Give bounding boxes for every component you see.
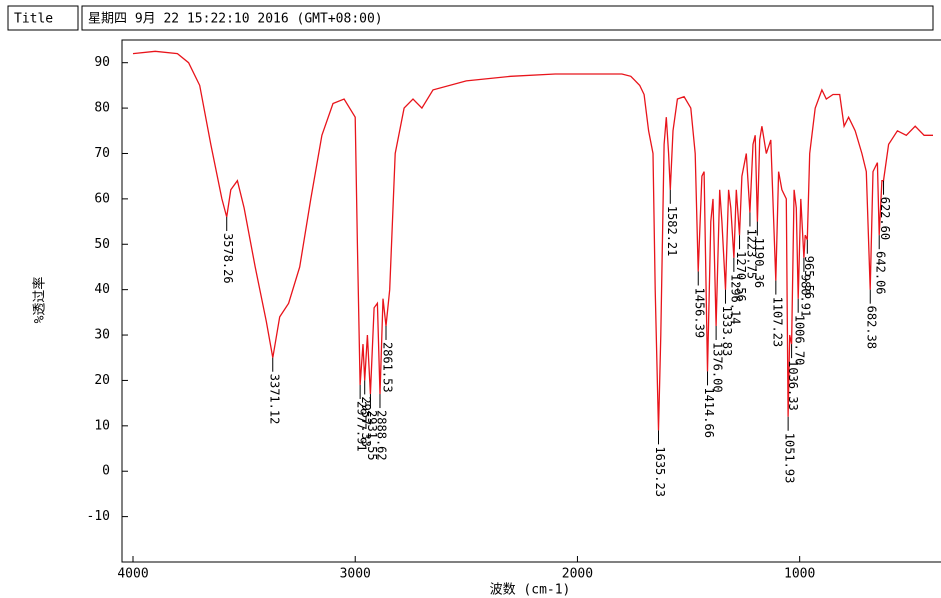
peak-label: 1582.21 — [665, 206, 679, 257]
y-tick-label: 10 — [94, 418, 110, 433]
peak-label: 1036.33 — [786, 360, 800, 411]
y-tick-label: 20 — [94, 373, 110, 388]
peak-label: 642.06 — [874, 251, 888, 294]
peak-label: 3578.26 — [221, 233, 235, 284]
timestamp-box — [81, 5, 934, 31]
y-tick-label: 40 — [94, 282, 110, 297]
peak-label: 3371.12 — [267, 374, 281, 425]
peak-label: 1223.75 — [744, 228, 758, 279]
peak-label: 1051.93 — [783, 433, 797, 484]
peak-label: 1456.39 — [693, 287, 707, 338]
peak-label: 1190.36 — [752, 238, 766, 289]
peak-label: 622.60 — [878, 197, 892, 240]
x-axis-label: 波数 (cm-1) — [490, 583, 571, 598]
x-tick-label: 4000 — [117, 567, 148, 582]
peak-label: 2888.62 — [374, 410, 388, 461]
peak-label: 2931.55 — [365, 410, 379, 461]
x-tick-label: 1000 — [784, 567, 815, 582]
peak-label: 1296.14 — [728, 274, 742, 325]
peak-label: 1006.70 — [793, 315, 807, 366]
window-title: Title — [14, 12, 53, 27]
spectrum-line — [132, 50, 933, 431]
peak-label: 2861.53 — [380, 342, 394, 393]
timestamp: 星期四 9月 22 15:22:10 2016 (GMT+08:00) — [88, 12, 383, 27]
peak-label: 980.91 — [798, 274, 812, 317]
plot-frame — [121, 39, 941, 563]
peak-label: 1270.56 — [734, 251, 748, 302]
y-tick-label: 80 — [94, 101, 110, 116]
x-tick-label: 2000 — [562, 567, 593, 582]
peak-label: 1333.83 — [720, 306, 734, 357]
y-tick-label: 90 — [94, 55, 110, 70]
y-tick-label: -10 — [87, 509, 110, 524]
y-axis-label: %透过率 — [32, 277, 48, 324]
peak-label: 1376.00 — [711, 342, 725, 393]
peak-label: 682.38 — [865, 306, 879, 349]
peak-label: 2957.33 — [359, 396, 373, 447]
title-box — [7, 5, 79, 31]
y-tick-label: 60 — [94, 191, 110, 206]
y-tick-label: 30 — [94, 328, 110, 343]
y-tick-label: 70 — [94, 146, 110, 161]
peak-label: 1635.23 — [653, 446, 667, 497]
peak-label: 965.56 — [802, 256, 816, 299]
y-tick-label: 0 — [102, 464, 110, 479]
peak-label: 1107.23 — [770, 297, 784, 348]
peak-label: 2977.91 — [355, 401, 369, 452]
peak-label: 1414.66 — [702, 387, 716, 438]
x-tick-label: 3000 — [340, 567, 371, 582]
y-tick-label: 50 — [94, 237, 110, 252]
